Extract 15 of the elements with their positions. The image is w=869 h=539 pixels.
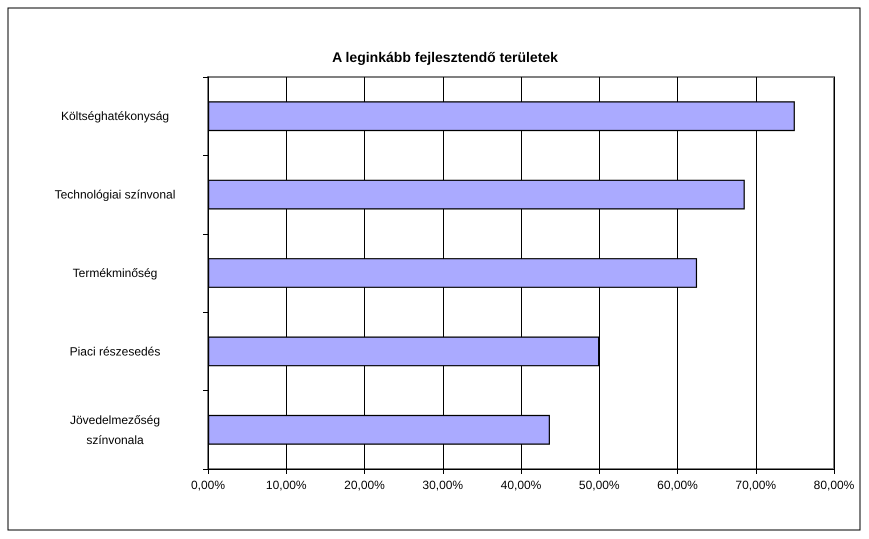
chart-title: A leginkább fejlesztendő területek [332,49,558,65]
y-tick-label: Termékminőség [72,266,158,280]
x-tick-label: 0,00% [190,478,226,492]
x-tick-label: 70,00% [735,478,776,492]
x-tick-label: 80,00% [814,478,855,492]
x-tick-label: 10,00% [266,478,307,492]
y-tick-label: Jövedelmezőség színvonala [70,412,160,447]
x-tick-label: 30,00% [422,478,464,492]
x-tick-label: 40,00% [500,478,542,492]
y-tick-label: Piaci részesedés [70,344,160,358]
x-tick-label: 60,00% [657,478,698,492]
y-tick-label: Költséghatékonyság [60,109,170,124]
y-tick-label: Technológiai színvonal [54,188,176,202]
x-tick-label: 50,00% [578,478,620,492]
x-tick-label: 20,00% [344,478,386,492]
